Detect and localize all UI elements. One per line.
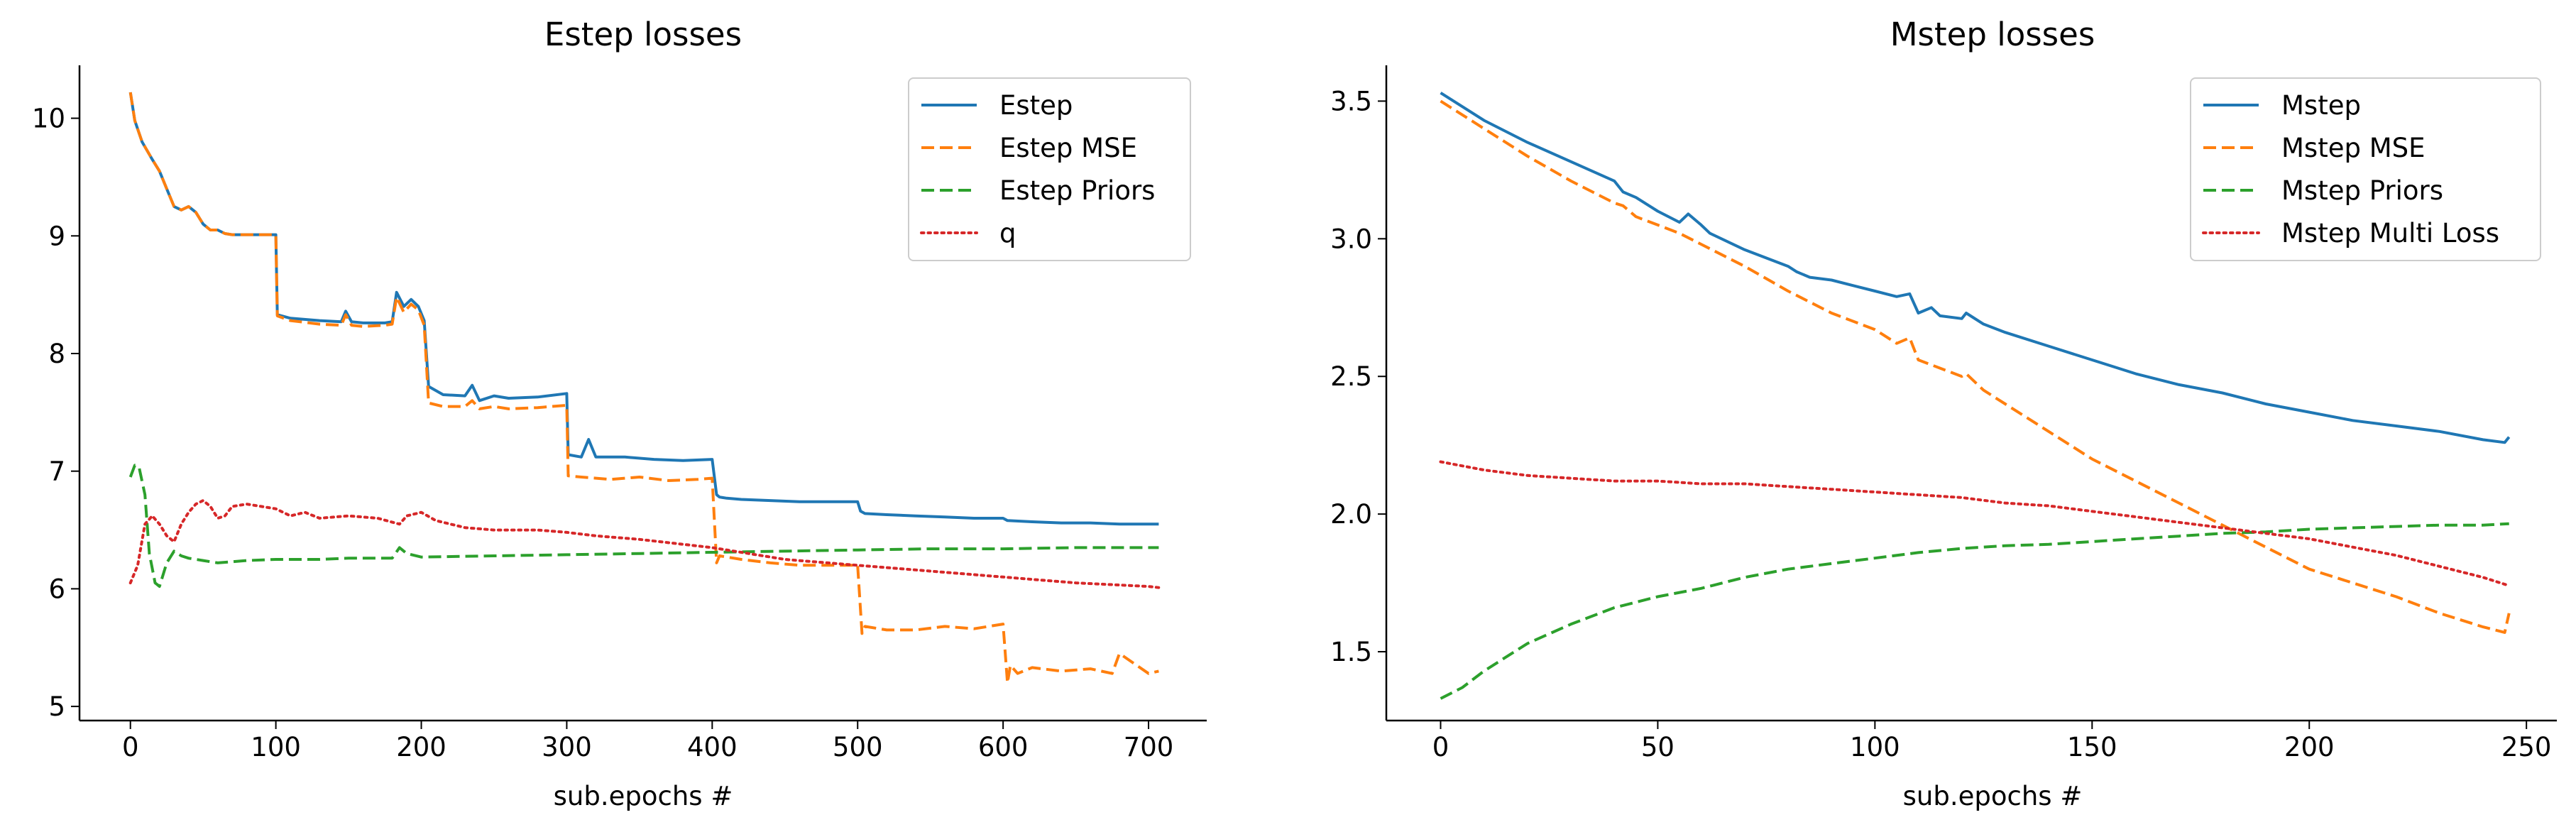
mstep-losses-panel: Mstep losses 0 50 100 150 200 250 1.5 2.0 2.5 3.0…	[1330, 16, 2557, 811]
estep-legend-label: q	[999, 218, 1016, 248]
estep-y-tick-label: 9	[48, 221, 65, 251]
mstep-title: Mstep losses	[1890, 16, 2095, 53]
mstep-series	[1439, 92, 2511, 700]
mstep-y-tick-label: 2.5	[1330, 361, 1372, 392]
mstep-legend-label: Mstep MSE	[2281, 133, 2426, 163]
mstep-legend-label: Mstep	[2281, 90, 2361, 121]
mstep-legend: Mstep Mstep MSE Mstep Priors Mstep Multi Lo…	[2190, 77, 2541, 261]
estep-legend-label: Estep MSE	[999, 133, 1137, 163]
mstep-series-mstep-mse	[1440, 99, 2511, 634]
mstep-y-tick-label: 3.5	[1330, 86, 1372, 116]
mstep-x-tick-label: 0	[1432, 732, 1449, 762]
estep-y-tick-label: 6	[48, 574, 65, 604]
estep-legend-label: Estep	[999, 90, 1073, 121]
estep-losses-panel: Estep losses 0 100 200 300 400 500 600 700 5 6 7 8 9…	[32, 16, 1207, 811]
mstep-series-mstep-priors	[1440, 522, 2509, 700]
mstep-legend-frame	[2190, 77, 2541, 261]
estep-y-tick-label: 10	[32, 104, 65, 134]
mstep-x-tick-label: 150	[2067, 732, 2117, 762]
mstep-legend-label: Mstep Priors	[2281, 175, 2443, 206]
mstep-axis-ticks: 0 50 100 150 200 250 1.5 2.0 2.5 3.0 3.5	[1330, 86, 2551, 762]
estep-legend: Estep Estep MSE Estep Priors q	[908, 77, 1191, 261]
mstep-y-tick-label: 2.0	[1330, 499, 1372, 530]
mstep-x-axis-label: sub.epochs #	[1903, 781, 2083, 811]
estep-x-axis-label: sub.epochs #	[554, 781, 733, 811]
mstep-x-tick-label: 200	[2284, 732, 2335, 762]
mstep-series-mstep	[1440, 92, 2511, 444]
mstep-x-tick-label: 50	[1641, 732, 1675, 762]
estep-axis-ticks: 0 100 200 300 400 500 600 700 5 6 7 8 9 10	[32, 104, 1173, 762]
estep-series-q	[128, 499, 1161, 589]
estep-legend-label: Estep Priors	[999, 175, 1155, 206]
estep-x-tick-label: 100	[251, 732, 301, 762]
estep-series-estep-mse	[128, 92, 1159, 684]
estep-x-tick-label: 700	[1124, 732, 1174, 762]
estep-x-tick-label: 500	[833, 732, 883, 762]
estep-y-tick-label: 7	[48, 456, 65, 487]
estep-x-tick-label: 600	[978, 732, 1029, 762]
estep-x-tick-label: 0	[122, 732, 139, 762]
estep-y-tick-label: 5	[48, 691, 65, 722]
estep-x-tick-label: 300	[542, 732, 592, 762]
mstep-series-mstep-multi-loss	[1439, 460, 2511, 587]
estep-legend-frame	[908, 77, 1191, 261]
mstep-x-tick-label: 250	[2501, 732, 2552, 762]
estep-x-tick-label: 200	[396, 732, 446, 762]
estep-series-estep-priors	[128, 464, 1159, 589]
mstep-x-tick-label: 100	[1850, 732, 1900, 762]
mstep-y-tick-label: 1.5	[1330, 637, 1372, 667]
mstep-legend-label: Mstep Multi Loss	[2281, 218, 2499, 248]
estep-x-tick-label: 400	[687, 732, 738, 762]
estep-series	[128, 92, 1161, 684]
mstep-y-tick-label: 3.0	[1330, 224, 1372, 254]
estep-title: Estep losses	[544, 16, 742, 53]
estep-y-tick-label: 8	[48, 339, 65, 369]
